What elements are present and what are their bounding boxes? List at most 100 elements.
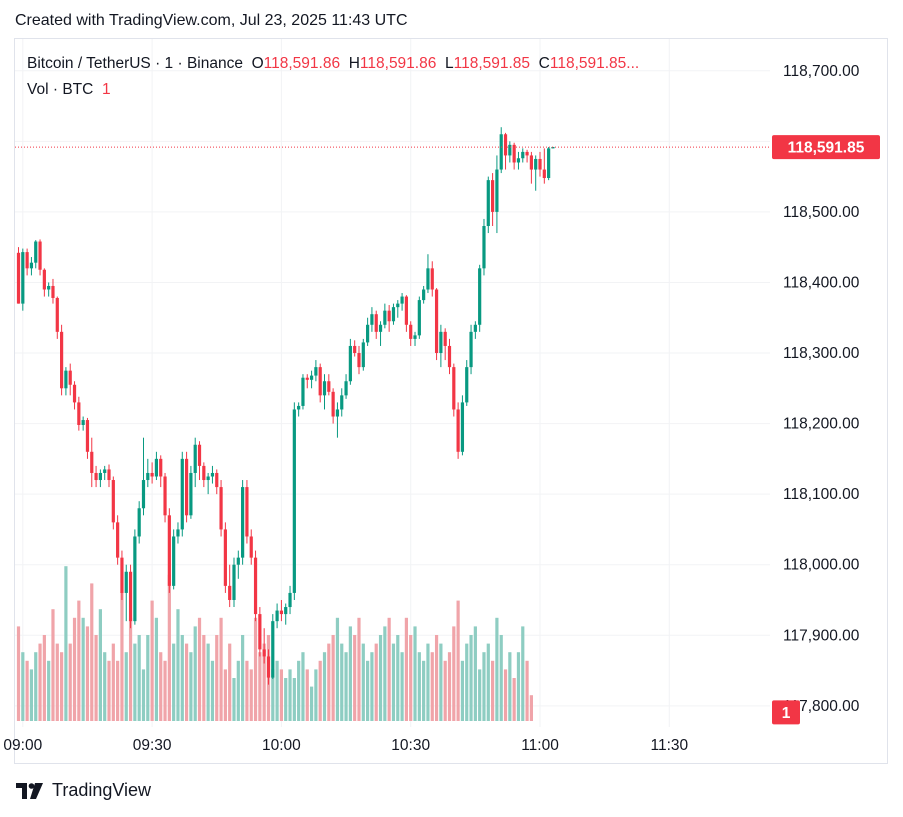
volume-legend[interactable]: Vol · BTC 1	[27, 81, 111, 99]
volume-bar	[172, 643, 176, 721]
candle-body	[34, 241, 38, 263]
volume-bar	[107, 660, 111, 721]
candle-body	[94, 472, 98, 481]
candle	[460, 395, 465, 456]
candle-body	[495, 169, 499, 212]
candle-body	[413, 335, 417, 339]
price-tick-label: 118,400.00	[783, 274, 860, 291]
volume-bar	[223, 669, 227, 721]
candle	[90, 437, 94, 488]
volume-bar	[25, 660, 29, 721]
candle-body	[525, 151, 529, 156]
candle-body	[447, 345, 452, 368]
legend-high-label: H	[348, 55, 360, 72]
candle	[21, 248, 25, 311]
volume-bar	[409, 635, 413, 721]
volume-bar	[68, 643, 72, 721]
time-tick-label: 10:00	[262, 737, 301, 754]
candle	[72, 381, 77, 410]
volume-bar	[353, 635, 357, 721]
volume-bar	[77, 600, 81, 721]
candle-body	[197, 444, 202, 466]
candle-body	[133, 536, 137, 622]
volume-bar	[98, 609, 102, 721]
volume-bar	[64, 566, 68, 721]
volume-bar	[159, 652, 163, 721]
candle-body	[374, 314, 378, 332]
candle-body	[404, 296, 408, 325]
volume-bar	[473, 626, 477, 721]
volume-bar	[486, 643, 490, 721]
candle	[116, 515, 120, 565]
volume-bar	[81, 617, 85, 721]
last-volume-tag: 1	[772, 700, 800, 725]
candle	[77, 396, 81, 431]
candle-body	[172, 536, 176, 586]
candle-body	[60, 331, 64, 389]
candle-body	[396, 303, 400, 308]
volume-bar	[516, 652, 521, 721]
candle	[340, 388, 344, 417]
volume-bar	[288, 669, 292, 721]
created-with-caption: Created with TradingView.com, Jul 23, 20…	[15, 12, 408, 29]
time-axis[interactable]: 09:00 09:30 10:00 10:30 11:00 11:30	[3, 737, 688, 754]
volume-bar	[434, 635, 439, 721]
volume-bar	[521, 626, 525, 721]
candle	[228, 564, 232, 608]
candle	[430, 261, 434, 297]
candle-body	[116, 522, 120, 558]
candle	[266, 649, 271, 685]
volume-bar	[94, 635, 98, 721]
candle	[34, 240, 38, 269]
candles	[16, 127, 555, 685]
candle-body	[491, 180, 495, 212]
candle-body	[322, 381, 327, 396]
candle	[447, 338, 452, 375]
volume-bar	[167, 574, 171, 721]
footer-branding[interactable]: TradingView	[16, 780, 151, 801]
volume-bar	[499, 635, 503, 721]
volume-legend-value: 1	[101, 81, 111, 98]
candle-body	[542, 169, 546, 179]
volume-bar	[309, 686, 314, 721]
candle	[193, 437, 197, 488]
volume-bar	[297, 660, 301, 721]
last-price-tag-bg	[772, 135, 880, 160]
candle-body	[383, 310, 387, 325]
candle	[478, 264, 482, 332]
candle-body	[370, 314, 374, 325]
volume-bar	[219, 617, 223, 721]
candle	[111, 476, 115, 530]
candle	[180, 451, 184, 537]
time-tick-label: 10:30	[391, 737, 430, 754]
candle	[176, 522, 180, 544]
candle-body	[534, 158, 538, 170]
candle	[542, 148, 546, 184]
candle	[314, 360, 318, 382]
volume-bar	[314, 669, 318, 721]
candle-body	[85, 420, 90, 452]
price-axis[interactable]: 117,800.00 117,900.00 118,000.00 118,100.00…	[783, 63, 860, 715]
volume-bar	[241, 635, 245, 721]
volume-bar	[21, 652, 25, 721]
candle	[146, 458, 150, 488]
price-tick-label: 118,700.00	[783, 63, 860, 80]
candle	[409, 321, 413, 346]
candle	[271, 614, 275, 680]
volume-bar	[189, 652, 193, 721]
legend-high-value: 118,591.86	[359, 55, 437, 72]
candle	[529, 151, 533, 184]
candle	[521, 148, 525, 163]
volume-bar	[38, 643, 42, 721]
candle-body	[236, 557, 240, 565]
volume-bar	[51, 609, 55, 721]
candle-body	[16, 252, 21, 304]
candle	[495, 155, 499, 234]
volume-bar	[120, 592, 124, 721]
volume-bar	[335, 617, 340, 721]
volume-bar	[340, 643, 344, 721]
ohlc-legend[interactable]: Bitcoin / TetherUS · 1 · Binance O118,59…	[27, 55, 639, 73]
candle	[167, 508, 171, 593]
volume-bar	[124, 652, 128, 721]
